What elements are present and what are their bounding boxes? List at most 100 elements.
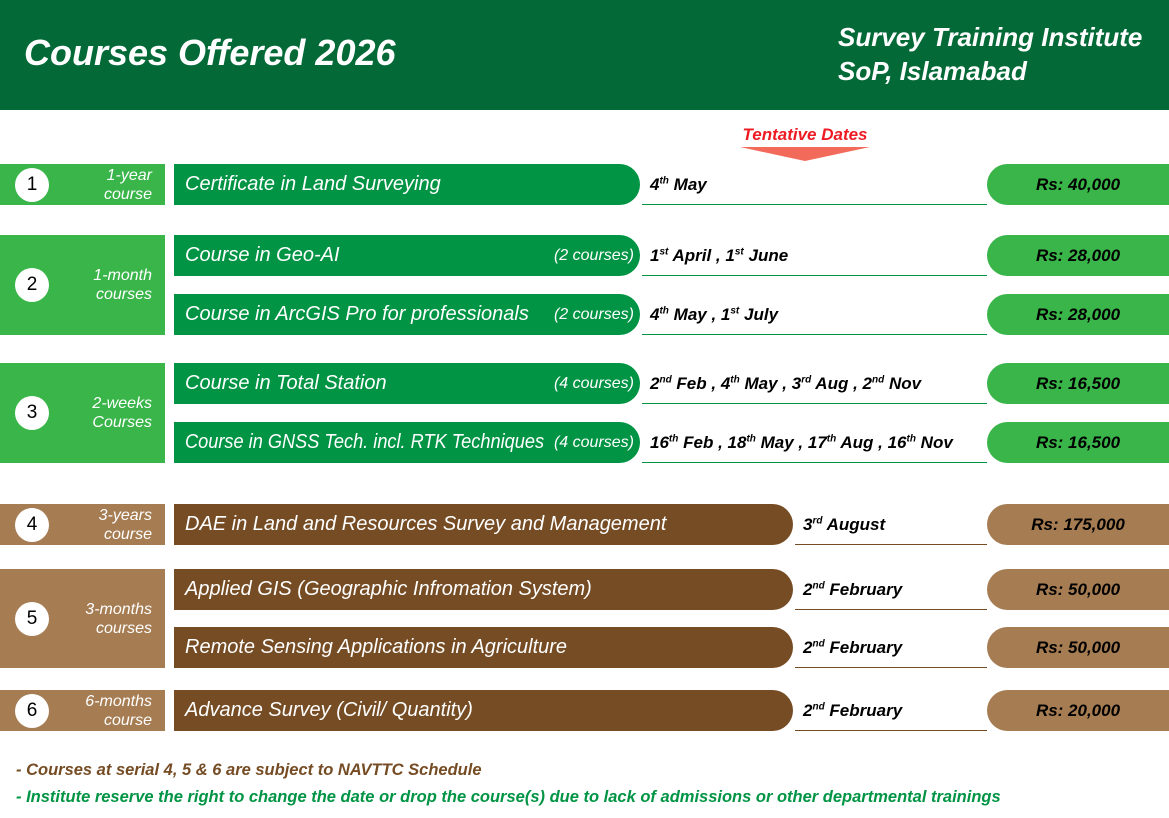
date-month: February [829, 580, 903, 599]
date-month: June [748, 246, 789, 265]
date-list: 2nd Feb , 4th May , 3rd Aug , 2nd Nov [650, 363, 922, 403]
date-list: 2nd February [803, 627, 902, 667]
course-name: Course in Total Station [185, 372, 387, 394]
date-day: 3 [791, 374, 802, 393]
course-duration: 6-months course [52, 692, 152, 730]
date-suffix: th [668, 433, 679, 445]
date-day: 4 [650, 175, 660, 194]
date-item: 16th Feb , [650, 433, 728, 452]
date-month: Feb [683, 433, 714, 452]
course-name-bar: Certificate in Land Surveying [174, 164, 640, 205]
date-item: 1st July [721, 305, 778, 324]
serial-number-badge: 4 [15, 507, 49, 542]
duration-line: 2-weeks [92, 395, 152, 412]
duration-line: 6-months [85, 692, 152, 710]
date-day: 2 [803, 580, 813, 599]
date-day: 2 [862, 374, 872, 393]
date-day: 4 [720, 374, 731, 393]
date-suffix: st [734, 246, 744, 258]
date-item: 1st April , [650, 246, 726, 265]
page-title: Courses Offered 2026 [24, 32, 396, 73]
date-item: 1st June [725, 246, 788, 265]
date-month: April [672, 246, 712, 265]
date-day: 18 [727, 433, 747, 452]
group-side-panel: 2 1-month courses [0, 235, 165, 335]
course-name-bar: Course in Total Station (4 courses) [174, 363, 640, 404]
course-name: Course in GNSS Tech. incl. RTK Technique… [185, 431, 545, 453]
date-month: May [760, 433, 794, 452]
date-suffix: st [659, 246, 669, 258]
course-name: Certificate in Land Surveying [185, 173, 441, 195]
duration-line: course [103, 711, 152, 729]
course-fee: Rs: 16,500 [987, 363, 1169, 404]
date-item: 4th May , [720, 374, 792, 393]
date-day: 1 [725, 246, 735, 265]
course-name-bar: Course in GNSS Tech. incl. RTK Technique… [174, 422, 640, 463]
course-name-bar: Course in ArcGIS Pro for professionals (2… [174, 294, 640, 335]
date-item: 3rd Aug , [791, 374, 863, 393]
date-list: 1st April , 1st June [650, 235, 788, 275]
course-duration: 2-weeks Courses [52, 394, 152, 432]
course-name-bar: Remote Sensing Applications in Agricultu… [174, 627, 793, 668]
group-side-panel: 3 2-weeks Courses [0, 363, 165, 463]
date-suffix: th [906, 433, 916, 445]
date-day: 17 [807, 433, 827, 452]
course-dates: 1st April , 1st June [642, 235, 987, 276]
course-name: DAE in Land and Resources Survey and Man… [185, 513, 667, 535]
duration-line: courses [95, 619, 152, 637]
date-list: 2nd February [803, 569, 903, 609]
serial-number-badge: 1 [15, 167, 49, 202]
institute-name: Survey Training Institute SoP, Islamabad [838, 20, 1142, 88]
duration-line: 1-month [93, 267, 152, 284]
date-day: 16 [887, 433, 907, 452]
serial-number-badge: 5 [15, 601, 49, 636]
group-side-panel: 6 6-months course [0, 690, 165, 731]
serial-number-badge: 3 [15, 396, 49, 430]
duration-line: course [103, 185, 152, 203]
date-suffix: nd [812, 580, 825, 592]
note-rights: - Institute reserve the right to change … [16, 788, 1001, 807]
date-month: May [673, 175, 707, 194]
course-fee: Rs: 28,000 [987, 235, 1169, 276]
date-suffix: th [746, 433, 756, 445]
date-day: 2 [650, 374, 660, 393]
date-month: July [744, 305, 779, 324]
course-count: (4 courses) [553, 434, 634, 451]
date-item: 4th May [650, 175, 707, 194]
course-name: Course in ArcGIS Pro for professionals [185, 303, 529, 325]
date-month: May [673, 305, 707, 324]
date-item: 18th May , [727, 433, 808, 452]
institute-line-1: Survey Training Institute [838, 22, 1143, 52]
course-count: (2 courses) [553, 306, 634, 323]
duration-line: courses [95, 286, 152, 303]
course-name: Applied GIS (Geographic Infromation Syst… [185, 578, 592, 600]
date-day: 2 [803, 701, 813, 720]
course-dates: 2nd Feb , 4th May , 3rd Aug , 2nd Nov [642, 363, 987, 404]
duration-line: 1-year [106, 166, 152, 184]
date-day: 2 [803, 638, 813, 657]
course-dates: 2nd February [795, 627, 987, 668]
date-item: 2nd Feb , [650, 374, 721, 393]
date-month: February [829, 701, 903, 720]
course-name-bar: DAE in Land and Resources Survey and Man… [174, 504, 793, 545]
group-side-panel: 4 3-years course [0, 504, 165, 545]
course-dates: 4th May , 1st July [642, 294, 987, 335]
date-list: 16th Feb , 18th May , 17th Aug , 16th No… [650, 422, 953, 462]
date-month: May [744, 374, 778, 393]
course-name: Advance Survey (Civil/ Quantity) [185, 699, 473, 721]
date-month: Nov [888, 374, 922, 393]
date-item: 2nd February [803, 701, 902, 720]
date-suffix: rd [801, 374, 812, 386]
date-list: 4th May [650, 164, 707, 204]
date-item: 2nd Nov [863, 374, 922, 393]
date-item: 4th May , [650, 305, 721, 324]
date-day: 16 [650, 433, 669, 452]
course-count: (4 courses) [553, 375, 634, 392]
course-dates: 16th Feb , 18th May , 17th Aug , 16th No… [642, 422, 987, 463]
course-fee: Rs: 50,000 [987, 569, 1169, 610]
institute-line-2: SoP, Islamabad [838, 56, 1027, 86]
course-fee: Rs: 16,500 [987, 422, 1169, 463]
date-day: 4 [650, 305, 660, 324]
course-dates: 2nd February [795, 690, 987, 731]
date-suffix: th [826, 433, 837, 445]
